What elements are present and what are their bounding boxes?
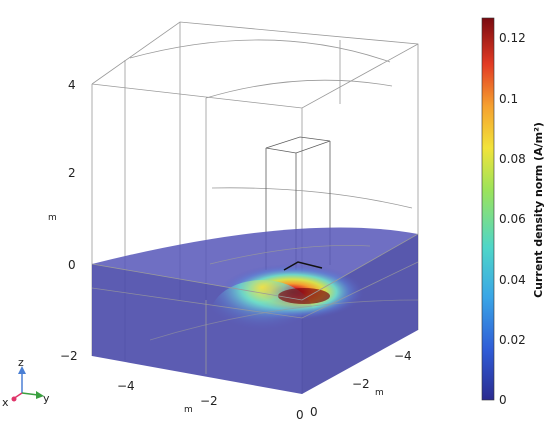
colorbar-tick: 0 [499,393,507,407]
colorbar: 0.12 0.1 0.08 0.06 0.04 0.02 0 Current d… [481,17,545,407]
x-axis-label: m [184,405,193,415]
bounding-box [91,21,419,394]
x-tick-label: −4 [117,379,135,393]
triad-x-label: x [2,396,9,409]
source-marker [283,261,323,271]
z-tick-label: −2 [60,349,78,363]
triad-y-label: y [43,392,50,405]
triad-z-label: z [18,356,24,369]
x-axis: −4 −2 0 m [117,379,304,422]
z-tick-label: 4 [68,78,76,92]
colorbar-tick: 0.08 [499,152,526,166]
z-axis: 4 2 0 −2 m [48,78,78,363]
colorbar-tick: 0.1 [499,92,518,106]
z-tick-label: 0 [68,258,76,272]
y-axis-label: m [375,388,384,398]
y-tick-label: 0 [310,405,318,419]
y-tick-label: −2 [352,377,370,391]
colorbar-tick: 0.02 [499,333,526,347]
y-tick-label: −4 [394,349,412,363]
x-tick-label: −2 [200,394,218,408]
colorbar-tick: 0.04 [499,273,526,287]
domain-solid [91,227,419,394]
axis-triad[interactable]: z y x [2,356,50,409]
colorbar-tick: 0.12 [499,31,526,45]
colorbar-title: Current density norm (A/m²) [532,122,545,298]
triad-y-arrow [21,392,39,396]
x-tick-label: 0 [296,408,304,422]
z-axis-label: m [48,213,57,223]
y-axis: 0 −2 −4 m [310,349,412,419]
z-tick-label: 2 [68,166,76,180]
colorbar-gradient [481,17,495,401]
colorbar-tick: 0.06 [499,212,526,226]
